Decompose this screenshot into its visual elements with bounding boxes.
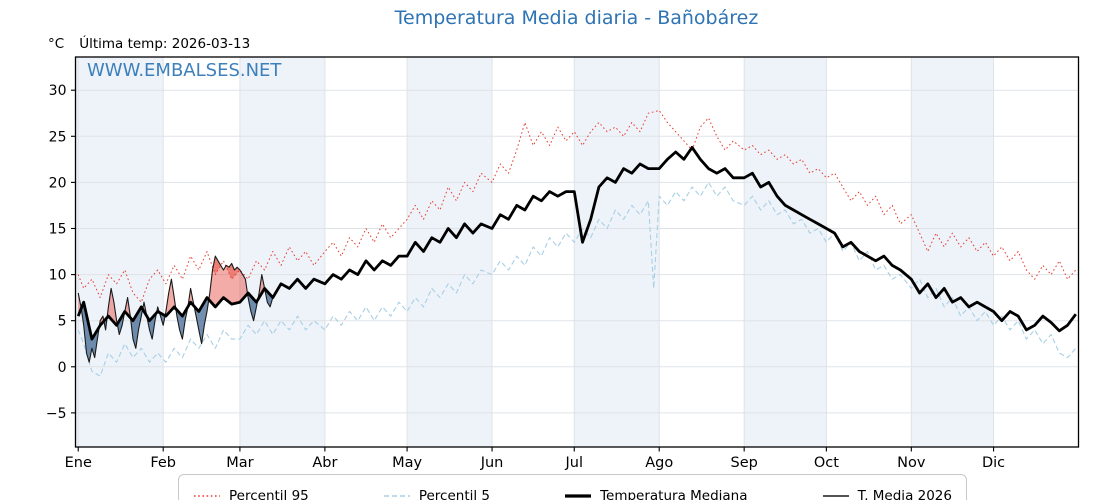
legend-label: Percentil 95 [229,488,309,500]
svg-text:20: 20 [49,175,67,191]
series-lines [76,110,1077,377]
x-tick-labels: Ene Feb Mar Abr May Jun Jul Ago Sep Oct Nov Dic [65,455,1006,471]
svg-text:0: 0 [58,360,67,376]
mediana-line-swatch [565,494,592,498]
percentil-5-line-swatch [383,495,410,497]
percentil-95-line-swatch [194,495,220,497]
svg-text:30: 30 [49,83,67,99]
svg-text:Jul: Jul [565,455,584,471]
svg-text:Ene: Ene [65,455,92,471]
y-tick-labels: 30 25 20 15 10 5 0 −5 [46,83,67,422]
legend-label: Percentil 5 [418,488,491,500]
legend-box: Percentil 95 Percentil 5 Temperatura Med… [178,474,967,500]
deviation-fills [78,251,273,363]
svg-text:10: 10 [49,268,67,284]
y-axis-units-label: °C [48,36,65,52]
svg-text:Feb: Feb [150,455,176,471]
svg-text:15: 15 [49,221,67,237]
legend-item-t-media-2026: T. Media 2026 [822,484,952,500]
legend-item-mediana: Temperatura Mediana [564,484,748,500]
svg-text:Sep: Sep [730,455,757,471]
plot-border [74,56,1080,448]
t-media-2026-line-swatch [822,495,849,497]
chart-title: Temperatura Media diaria - Bañobárez [394,7,759,29]
svg-text:Nov: Nov [897,455,926,471]
series-line-2 [76,145,1077,341]
svg-text:−5: −5 [46,406,67,422]
month-stripes [75,57,994,447]
svg-text:Abr: Abr [312,455,337,471]
series-line-1 [77,181,1077,377]
axis-corner-labels: °C Última temp: 2026-03-13 [48,36,250,52]
svg-text:5: 5 [58,314,67,330]
svg-text:Oct: Oct [814,455,839,471]
tick-marks [71,89,995,452]
series-line-0 [77,110,1077,303]
svg-text:25: 25 [49,129,67,145]
svg-text:Dic: Dic [982,455,1005,471]
legend-label: T. Media 2026 [857,488,952,500]
svg-text:Jun: Jun [480,455,504,471]
legend-label: Temperatura Mediana [600,488,748,500]
svg-text:Ago: Ago [645,455,673,471]
svg-text:Mar: Mar [226,455,253,471]
watermark-text: WWW.EMBALSES.NET [87,60,282,81]
legend-item-percentil-95: Percentil 95 [193,484,309,500]
last-temp-annotation: Última temp: 2026-03-13 [79,36,251,52]
legend-item-percentil-5: Percentil 5 [383,484,490,500]
svg-text:May: May [392,455,422,471]
